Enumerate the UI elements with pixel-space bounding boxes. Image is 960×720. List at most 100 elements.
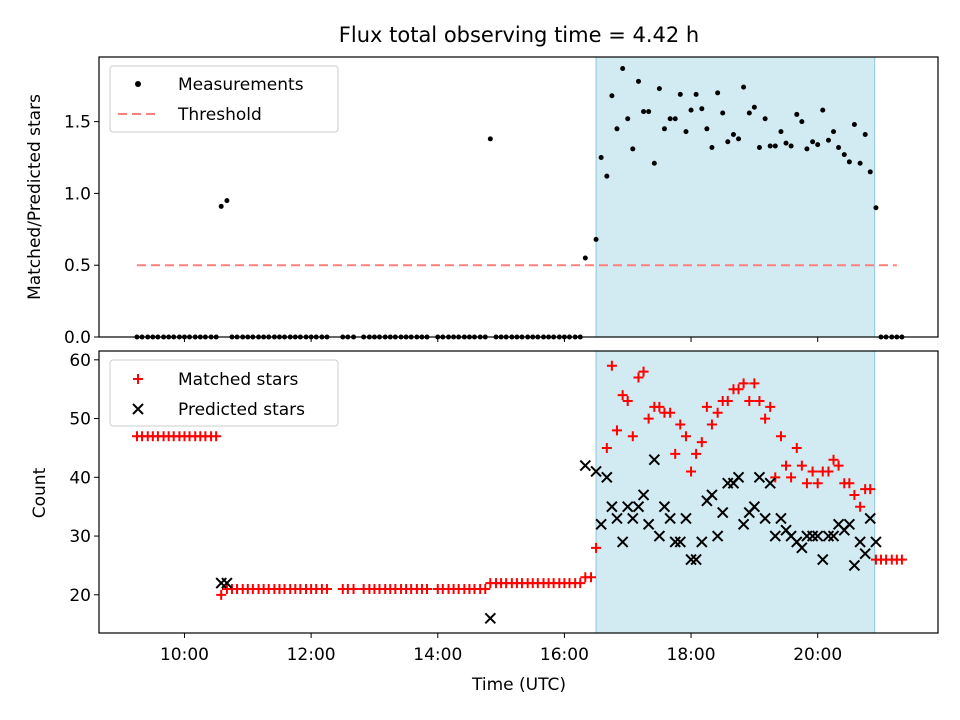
matched-star-point xyxy=(801,478,812,489)
matched-star-point xyxy=(712,407,723,418)
predicted-star-point xyxy=(764,477,776,489)
matched-star-point xyxy=(627,431,638,442)
measurement-point xyxy=(767,143,773,149)
matched-star-point xyxy=(680,431,691,442)
matched-star-point xyxy=(691,448,702,459)
measurement-point xyxy=(487,136,493,142)
bottom-y-tick-label: 30 xyxy=(69,527,91,547)
predicted-star-point xyxy=(806,530,819,542)
predicted-star-point xyxy=(706,489,718,501)
measurement-point xyxy=(704,126,710,132)
measurement-point xyxy=(625,116,631,122)
legend-measurement-marker xyxy=(135,81,141,87)
measurement-point xyxy=(820,107,826,113)
predicted-star-point xyxy=(717,506,729,519)
bottom-y-tick-label: 20 xyxy=(69,586,91,606)
predicted-star-point xyxy=(627,512,639,525)
bottom-y-tick-label: 60 xyxy=(69,351,91,371)
measurement-point xyxy=(598,155,604,161)
measurement-point xyxy=(715,90,721,96)
measurement-point xyxy=(688,107,694,113)
matched-star-point xyxy=(791,442,802,453)
matched-star-point xyxy=(216,589,227,600)
measurement-point xyxy=(846,159,852,165)
predicted-star-point xyxy=(611,512,623,525)
predicted-stars-points xyxy=(215,453,882,625)
matched-star-point xyxy=(321,583,332,594)
predicted-star-point xyxy=(753,471,766,484)
legend-matched-marker xyxy=(133,374,143,384)
measurement-point xyxy=(783,140,789,146)
top-axes: 0.0 0.5 1.0 1.5 Matched/Predicted stars Mea… xyxy=(25,56,939,348)
bottom-y-tick-label: 40 xyxy=(69,468,91,488)
predicted-star-point xyxy=(579,459,592,472)
matched-star-point xyxy=(828,454,839,465)
x-tick-label: 14:00 xyxy=(413,645,462,665)
predicted-star-point xyxy=(669,536,681,548)
predicted-star-point xyxy=(748,500,761,513)
matched-star-point xyxy=(844,478,855,489)
predicted-star-point xyxy=(843,518,856,531)
measurement-point xyxy=(720,110,726,116)
predicted-star-point xyxy=(590,465,602,478)
x-tick-label: 18:00 xyxy=(667,645,716,665)
predicted-star-point xyxy=(648,453,661,466)
legend-predicted-marker xyxy=(132,403,144,415)
matched-star-point xyxy=(686,466,697,477)
measurement-point xyxy=(656,86,662,92)
matched-star-point xyxy=(601,442,612,453)
measurement-point xyxy=(593,236,599,242)
measurement-point xyxy=(620,65,626,71)
predicted-star-point xyxy=(622,500,634,513)
matched-star-point xyxy=(654,401,665,412)
measurement-point xyxy=(867,169,873,175)
matched-star-point xyxy=(633,372,644,383)
measurement-point xyxy=(730,132,736,138)
top-y-tick-label: 1.0 xyxy=(64,184,91,204)
predicted-star-point xyxy=(606,500,618,513)
measurement-point xyxy=(778,129,784,135)
predicted-star-point xyxy=(632,500,645,513)
measurement-point xyxy=(604,173,610,179)
predicted-star-point xyxy=(769,530,781,542)
measurement-point xyxy=(762,116,768,122)
measurement-point xyxy=(841,152,847,158)
measurement-point xyxy=(746,110,752,116)
top-y-tick-label: 0.0 xyxy=(64,328,91,348)
x-tick-label: 20:00 xyxy=(793,645,842,665)
measurement-point xyxy=(836,144,842,150)
matched-star-point xyxy=(665,407,676,418)
measurement-point xyxy=(804,146,810,152)
matched-star-point xyxy=(643,413,654,424)
measurement-point xyxy=(794,111,800,117)
measurement-point xyxy=(218,203,224,209)
predicted-star-point xyxy=(870,536,882,548)
measurement-point xyxy=(661,126,667,132)
predicted-star-point xyxy=(811,530,824,542)
matched-star-point xyxy=(591,542,602,553)
matched-stars-points xyxy=(131,360,907,600)
matched-star-point xyxy=(606,360,617,371)
top-axes-frame xyxy=(98,56,939,338)
matched-star-point xyxy=(796,460,807,471)
bottom-axes: 20 30 40 50 60 10:00 12:00 14:00 16:00 18:00 20:0… xyxy=(30,350,939,695)
bottom-observing-span xyxy=(595,350,876,634)
bottom-axes-frame xyxy=(98,350,939,634)
matched-star-point xyxy=(422,583,433,594)
predicted-star-point xyxy=(484,612,497,625)
matched-star-point xyxy=(575,578,586,589)
measurement-point xyxy=(751,104,757,110)
predicted-star-point xyxy=(642,518,655,531)
measurement-point xyxy=(630,146,636,152)
predicted-star-point xyxy=(601,471,613,484)
top-y-tick-label: 1.5 xyxy=(64,113,91,133)
measurement-point xyxy=(614,126,620,132)
matched-star-point xyxy=(786,472,797,483)
matched-star-point xyxy=(696,437,707,448)
matched-star-point xyxy=(896,554,907,565)
matched-star-point xyxy=(738,378,749,389)
measurement-point xyxy=(683,129,689,135)
measurement-point xyxy=(799,119,805,125)
matched-star-point xyxy=(765,401,776,412)
predicted-star-point xyxy=(732,471,745,484)
